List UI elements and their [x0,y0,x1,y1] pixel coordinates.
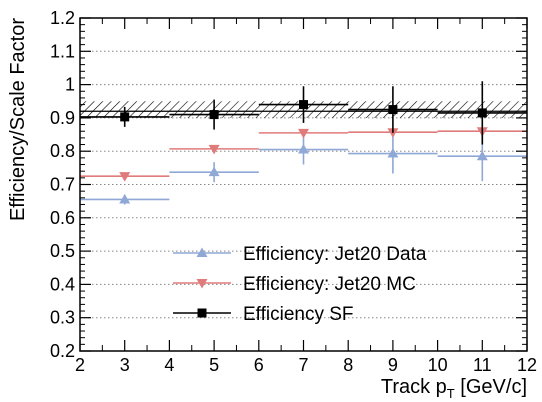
y-tick-label: 1.2 [50,8,75,28]
data-point [119,193,131,204]
data-point [477,108,487,118]
y-tick-label: 0.4 [50,274,75,294]
legend-item: Efficiency: Jet20 MC [173,274,416,295]
y-tick-label: 0.7 [50,175,75,195]
x-tick-label: 6 [254,355,264,375]
legend-marker [197,308,207,318]
data-point [119,172,131,182]
x-tick-label: 7 [298,355,308,375]
legend: Efficiency: Jet20 Data Efficiency: Jet20 … [173,244,427,325]
data-point [387,128,399,138]
series-0 [80,131,527,205]
data-point [298,144,309,154]
x-tick-label: 8 [343,355,353,375]
data-point [208,144,220,155]
x-tick-label: 11 [473,355,492,375]
x-tick-label: 3 [120,355,130,375]
data-series [80,81,527,205]
data-point [298,128,309,139]
legend-marker [196,279,208,289]
data-point [208,166,220,177]
data-point [209,110,219,120]
data-point [120,112,130,122]
legend-marker [196,247,208,257]
axis-ticks [79,17,528,352]
legend-label: Efficiency: Jet20 MC [243,274,416,295]
x-tick-label: 5 [209,355,219,375]
legend-item: Efficiency: Jet20 Data [173,244,427,265]
x-tick-label: 2 [75,355,85,375]
y-tick-label: 1 [65,75,75,95]
x-axis-label: Track pT [GeV/c] [381,376,527,401]
legend-item: Efficiency SF [173,304,354,325]
data-point [388,105,398,115]
tick-labels: 2 3 4 5 6 7 8 9 10 11 12 0.2 0.3 0.4 0.5 0.6 0.7 0.8 0.9 1 1… [50,8,537,375]
plot-frame [79,17,528,352]
x-tick-label: 9 [388,355,398,375]
y-tick-label: 0.2 [50,341,75,361]
y-tick-label: 0.6 [50,208,75,228]
x-tick-label: 4 [164,355,174,375]
y-tick-label: 1.1 [50,41,75,61]
data-point [299,100,308,110]
data-point [476,150,488,161]
data-point [387,148,399,158]
y-axis-label: Efficiency/Scale Factor [7,18,29,221]
x-tick-label: 12 [517,355,537,375]
y-tick-label: 0.8 [50,141,75,161]
x-tick-label: 10 [428,355,448,375]
legend-label: Efficiency SF [243,304,354,325]
y-tick-label: 0.9 [50,108,75,128]
legend-label: Efficiency: Jet20 Data [243,244,427,265]
series-2 [80,81,527,145]
y-tick-label: 0.3 [50,308,75,328]
y-tick-label: 0.5 [50,241,75,261]
